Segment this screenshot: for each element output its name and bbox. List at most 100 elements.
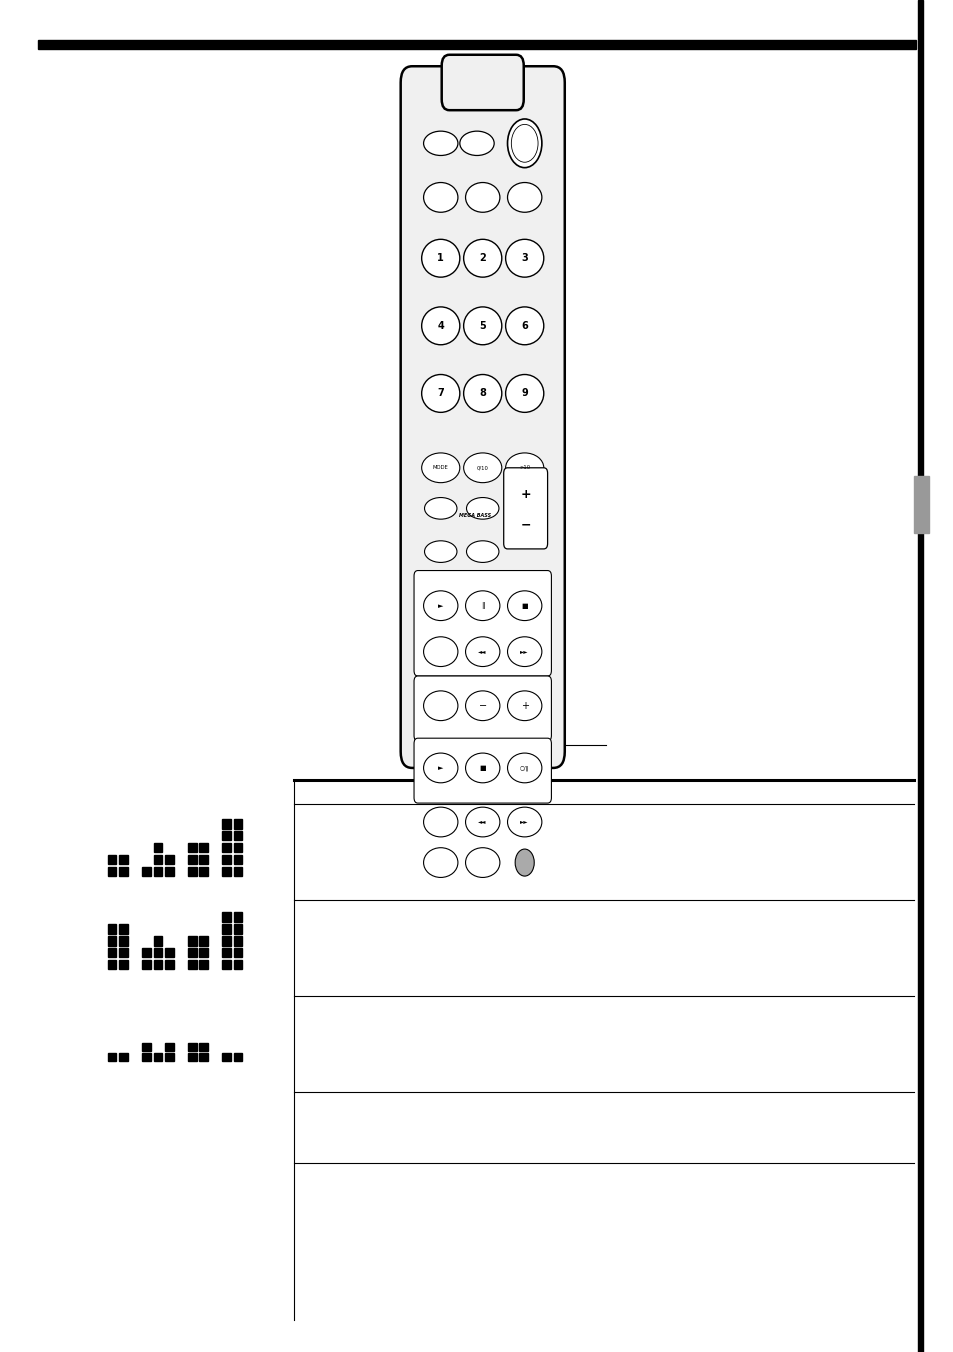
Bar — [188, 960, 196, 969]
Bar — [119, 948, 128, 957]
Ellipse shape — [463, 375, 501, 412]
Ellipse shape — [463, 453, 501, 483]
Ellipse shape — [465, 807, 499, 837]
Bar — [188, 867, 196, 876]
Ellipse shape — [423, 807, 457, 837]
Bar — [233, 831, 242, 841]
Bar — [153, 854, 162, 864]
Ellipse shape — [423, 591, 457, 621]
Circle shape — [515, 849, 534, 876]
Bar — [199, 867, 208, 876]
Bar — [142, 867, 151, 876]
Text: 9: 9 — [520, 388, 528, 399]
Ellipse shape — [505, 307, 543, 345]
Bar — [233, 867, 242, 876]
Bar — [119, 960, 128, 969]
Bar — [38, 41, 915, 49]
FancyBboxPatch shape — [400, 66, 564, 768]
Bar — [233, 936, 242, 945]
FancyBboxPatch shape — [414, 676, 551, 741]
Bar — [233, 1053, 242, 1061]
Bar — [233, 842, 242, 852]
Bar — [188, 948, 196, 957]
Ellipse shape — [465, 591, 499, 621]
Ellipse shape — [465, 848, 499, 877]
FancyBboxPatch shape — [503, 468, 547, 549]
Circle shape — [511, 124, 537, 162]
Bar — [108, 948, 116, 957]
Ellipse shape — [421, 453, 459, 483]
FancyBboxPatch shape — [414, 571, 551, 676]
Bar — [222, 948, 231, 957]
Bar — [233, 960, 242, 969]
Bar — [153, 948, 162, 957]
Bar — [233, 819, 242, 829]
Text: ►►: ►► — [520, 819, 528, 825]
Bar — [222, 867, 231, 876]
Ellipse shape — [507, 637, 541, 667]
Bar — [222, 936, 231, 945]
Ellipse shape — [421, 307, 459, 345]
Bar — [233, 913, 242, 922]
Text: 2: 2 — [478, 253, 486, 264]
Bar — [188, 1042, 196, 1051]
Bar — [222, 960, 231, 969]
Bar — [142, 960, 151, 969]
Ellipse shape — [507, 591, 541, 621]
Ellipse shape — [465, 753, 499, 783]
Bar — [199, 936, 208, 945]
Bar — [233, 948, 242, 957]
Ellipse shape — [505, 375, 543, 412]
Bar — [108, 925, 116, 934]
Ellipse shape — [466, 498, 498, 519]
Ellipse shape — [423, 691, 457, 721]
Bar — [108, 960, 116, 969]
Bar — [153, 867, 162, 876]
Text: ►: ► — [437, 603, 443, 608]
Ellipse shape — [423, 131, 457, 155]
Bar — [222, 842, 231, 852]
Bar — [233, 925, 242, 934]
Ellipse shape — [465, 183, 499, 212]
Bar — [119, 936, 128, 945]
Ellipse shape — [507, 807, 541, 837]
Text: ‖: ‖ — [480, 602, 484, 610]
Bar — [142, 948, 151, 957]
Text: ○/‖: ○/‖ — [519, 765, 529, 771]
Bar — [153, 842, 162, 852]
Bar — [165, 1053, 173, 1061]
Text: 0/10: 0/10 — [476, 465, 488, 470]
Ellipse shape — [421, 375, 459, 412]
Bar — [165, 960, 173, 969]
Text: −: − — [478, 700, 486, 711]
Ellipse shape — [465, 691, 499, 721]
Bar — [188, 1053, 196, 1061]
Bar — [917, 0, 923, 1352]
Bar — [233, 854, 242, 864]
Text: 4: 4 — [436, 320, 444, 331]
Bar — [222, 831, 231, 841]
Ellipse shape — [507, 183, 541, 212]
Ellipse shape — [421, 239, 459, 277]
Text: ■: ■ — [521, 603, 527, 608]
Text: >10: >10 — [518, 465, 530, 470]
Ellipse shape — [505, 239, 543, 277]
Bar — [142, 1053, 151, 1061]
Text: MEGA BASS: MEGA BASS — [458, 512, 491, 518]
Text: 1: 1 — [436, 253, 444, 264]
Ellipse shape — [424, 498, 456, 519]
Bar — [108, 867, 116, 876]
Bar — [188, 854, 196, 864]
Text: +: + — [520, 700, 528, 711]
Ellipse shape — [423, 637, 457, 667]
Bar — [222, 819, 231, 829]
Text: 3: 3 — [520, 253, 528, 264]
Bar — [108, 854, 116, 864]
Bar — [222, 925, 231, 934]
Bar — [153, 936, 162, 945]
Bar — [222, 854, 231, 864]
Bar — [119, 925, 128, 934]
Text: +: + — [519, 488, 531, 502]
Ellipse shape — [463, 239, 501, 277]
Bar — [199, 854, 208, 864]
